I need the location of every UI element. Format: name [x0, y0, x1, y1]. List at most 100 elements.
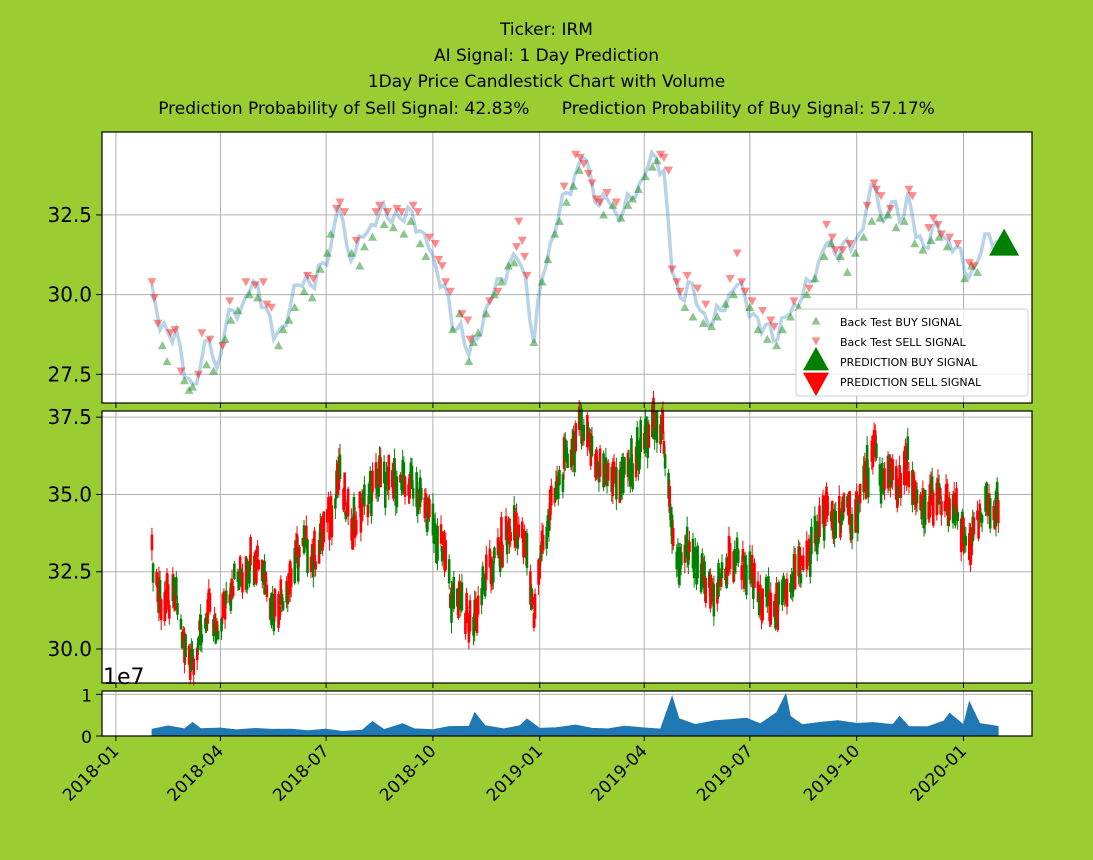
backtest-sell-marker [241, 278, 251, 287]
candle-body [289, 568, 293, 588]
backtest-sell-marker [821, 220, 831, 229]
backtest-buy-marker [179, 376, 189, 385]
backtest-buy-marker [688, 312, 698, 321]
candle-body [483, 577, 487, 597]
panel-1-ytick-label: 32.5 [47, 203, 92, 227]
backtest-buy-marker [322, 248, 332, 257]
x-tick-label: 2018-04 [164, 741, 228, 805]
candle-body [785, 578, 789, 607]
candle-body [522, 532, 525, 558]
backtest-buy-marker [568, 181, 578, 190]
candle-body [175, 577, 178, 600]
candle-body [402, 462, 406, 491]
candle-body [972, 517, 976, 535]
candle-body [191, 648, 194, 663]
backtest-sell-marker [262, 300, 272, 309]
candle-body [995, 481, 999, 515]
x-tick-label: 2019-07 [693, 741, 757, 805]
candle-body [906, 436, 910, 460]
backtest-buy-marker [503, 261, 513, 270]
backtest-sell-marker [166, 329, 176, 338]
candle-body [439, 524, 443, 544]
candle-body [719, 577, 723, 587]
candle-body [865, 445, 869, 477]
candle-body [566, 453, 569, 468]
candle-body [977, 520, 980, 539]
backtest-buy-marker [918, 245, 928, 254]
backtest-sell-marker [392, 204, 402, 214]
candle-body [580, 408, 583, 444]
backtest-sell-marker [667, 265, 677, 274]
backtest-buy-marker [208, 366, 218, 375]
backtest-sell-marker [869, 179, 879, 188]
backtest-sell-marker [514, 217, 524, 226]
candle-body [935, 482, 939, 516]
candle-body [547, 510, 551, 532]
candle-body [393, 458, 396, 479]
candle-body [224, 590, 228, 604]
candle-body [959, 518, 963, 553]
backtest-sell-marker [511, 243, 521, 252]
backtest-buy-marker [455, 309, 465, 318]
candle-body [457, 592, 460, 619]
backtest-buy-marker [233, 306, 243, 315]
legend-entry-2: Back Test SELL SIGNAL [840, 336, 967, 349]
candle-body [753, 563, 756, 588]
backtest-sell-marker [308, 275, 318, 284]
candle-body [818, 505, 821, 538]
backtest-sell-marker [672, 278, 682, 287]
backtest-buy-marker [633, 184, 643, 193]
backtest-buy-marker [326, 229, 336, 238]
backtest-sell-marker [197, 329, 207, 338]
backtest-sell-marker [758, 306, 768, 316]
candle-body [314, 561, 317, 570]
candle-body [761, 588, 764, 621]
candle-body [532, 613, 536, 628]
backtest-sell-marker [485, 297, 495, 306]
backtest-buy-marker [707, 321, 717, 331]
candle-body [442, 531, 445, 546]
backtest-buy-marker [529, 337, 539, 347]
legend-prediction-sell-icon [803, 372, 829, 396]
backtest-sell-marker [602, 188, 612, 198]
backtest-sell-marker [149, 294, 159, 303]
backtest-sell-marker [876, 192, 886, 201]
candle-body [951, 494, 955, 524]
candle-body [354, 519, 358, 535]
candle-body [663, 454, 667, 469]
candle-body [379, 457, 382, 488]
backtest-sell-marker [445, 287, 455, 296]
candle-body [428, 499, 431, 518]
candle-body [606, 462, 610, 481]
backtest-buy-marker [608, 200, 618, 209]
backtest-buy-marker [628, 194, 638, 203]
candle-body [419, 487, 423, 501]
backtest-sell-marker [413, 208, 423, 217]
candle-body [480, 587, 483, 606]
backtest-buy-marker [926, 235, 936, 244]
backtest-sell-marker [218, 342, 228, 351]
candle-body [612, 461, 616, 472]
candle-body [256, 545, 259, 558]
candle-body [273, 588, 277, 617]
backtest-sell-marker [664, 166, 674, 175]
candle-body [545, 526, 548, 549]
backtest-sell-marker [441, 278, 451, 287]
candle-body [777, 582, 781, 605]
backtest-buy-marker [496, 277, 506, 286]
candle-body [932, 492, 935, 526]
candle-body [902, 451, 906, 486]
candle-body [554, 481, 558, 500]
backtest-buy-marker [543, 255, 553, 264]
backtest-sell-marker [493, 287, 503, 296]
backtest-sell-marker [693, 284, 703, 293]
candle-body [298, 546, 301, 558]
backtest-sell-marker [831, 246, 841, 255]
backtest-buy-marker [554, 216, 564, 225]
candle-body [598, 448, 602, 477]
candle-body [923, 489, 927, 525]
backtest-buy-marker [379, 219, 389, 229]
backtest-sell-marker [611, 198, 621, 207]
candle-body [151, 563, 155, 583]
backtest-buy-marker [616, 213, 626, 222]
